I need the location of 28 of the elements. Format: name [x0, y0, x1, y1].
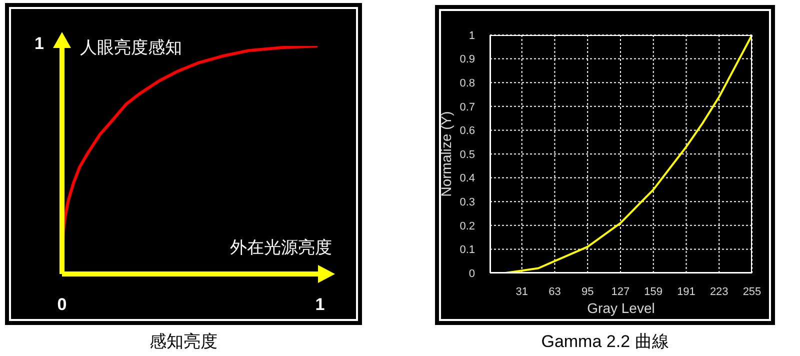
text: Gamma 2.2 曲線: [540, 331, 670, 353]
x-tick-label: 95: [581, 286, 594, 298]
x-tick-label: 159: [644, 286, 663, 298]
x-tick-label: 1: [315, 295, 325, 314]
text: 1: [34, 34, 44, 54]
y-tick-label: 0.7: [460, 101, 475, 114]
y-tick-label: 0.8: [460, 77, 475, 90]
x-tick-label: 31: [516, 286, 528, 298]
y-tick-label: 0.6: [460, 125, 475, 138]
y-tick-label: 0.5: [460, 148, 475, 161]
x-tick-label: 0: [57, 295, 67, 314]
y-tick-label: 0.9: [460, 54, 475, 66]
y-tick-label: 0: [468, 268, 475, 280]
y-axis-title: Normalize (Y): [438, 111, 454, 197]
x-axis-title: Gray Level: [587, 300, 655, 316]
y-tick-label: 0.1: [460, 244, 475, 256]
x-axis-title: 外在光源亮度: [230, 238, 332, 258]
x-tick-label: 255: [742, 286, 762, 298]
x-tick-label: 63: [548, 286, 561, 298]
y-tick-label: 1: [468, 30, 475, 42]
y-tick-label: 0.3: [460, 196, 475, 208]
y-tick-label: 0.4: [460, 172, 475, 185]
x-tick-label: 223: [710, 286, 728, 298]
text: 感知亮度: [148, 331, 218, 353]
y-axis-title: 人眼亮度感知: [80, 38, 182, 58]
y-tick-label: 0.2: [460, 220, 475, 232]
x-tick-label: 191: [677, 286, 696, 298]
x-tick-label: 127: [611, 286, 630, 298]
